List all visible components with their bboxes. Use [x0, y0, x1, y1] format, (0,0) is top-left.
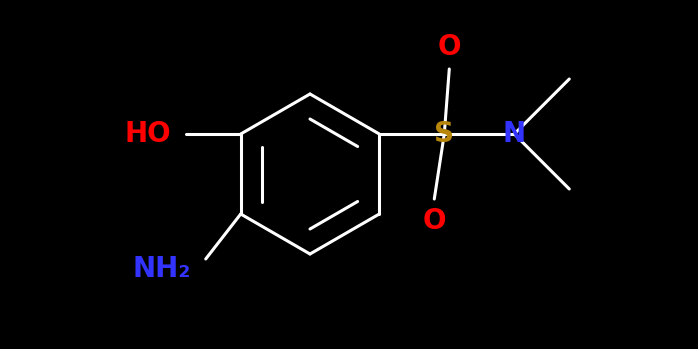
Text: N: N — [503, 120, 526, 148]
Text: O: O — [438, 33, 461, 61]
Text: O: O — [422, 207, 446, 235]
Text: NH₂: NH₂ — [133, 255, 191, 283]
Text: S: S — [434, 120, 454, 148]
Text: HO: HO — [124, 120, 171, 148]
